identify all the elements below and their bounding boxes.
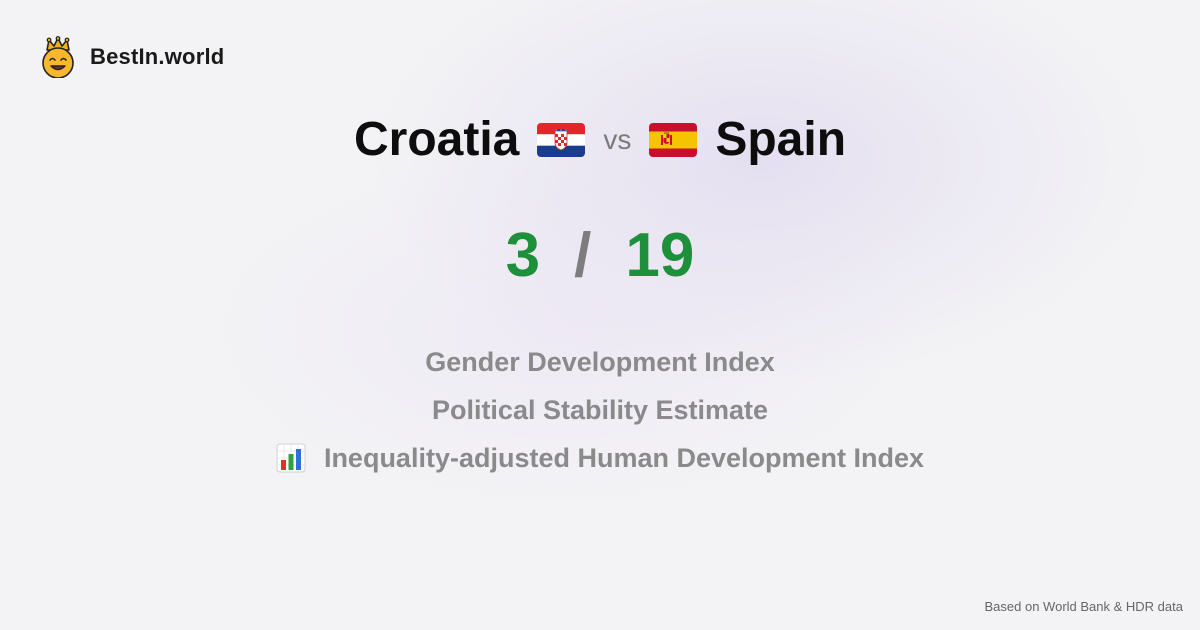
metric-label: Political Stability Estimate bbox=[431, 394, 769, 425]
score-display: 3 / 19 bbox=[0, 218, 1200, 294]
comparison-title: Croatia vs bbox=[0, 108, 1200, 172]
left-score: 3 bbox=[505, 221, 541, 290]
vs-label: vs bbox=[603, 124, 632, 155]
right-country-name: Spain bbox=[715, 113, 847, 166]
brand[interactable]: BestIn.world bbox=[40, 36, 224, 78]
data-source-note: Based on World Bank & HDR data bbox=[984, 599, 1183, 614]
right-score: 19 bbox=[625, 221, 695, 290]
list-item: Political Stability Estimate bbox=[432, 386, 768, 434]
spain-flag-icon bbox=[649, 123, 698, 157]
brand-name: BestIn.world bbox=[90, 44, 225, 69]
list-item: Gender Development Index bbox=[425, 338, 775, 386]
metrics-list: Gender Development Index Political Stabi… bbox=[0, 338, 1200, 482]
metric-label: Gender Development Index bbox=[425, 346, 775, 377]
score-separator: / bbox=[574, 221, 592, 290]
left-country-name: Croatia bbox=[353, 113, 520, 166]
list-item: Inequality-adjusted Human Development In… bbox=[276, 434, 924, 482]
croatia-flag-icon bbox=[537, 123, 586, 157]
metric-label: Inequality-adjusted Human Development In… bbox=[323, 442, 925, 473]
crowned-smiley-icon bbox=[42, 36, 74, 78]
bar-chart-icon bbox=[276, 443, 306, 473]
